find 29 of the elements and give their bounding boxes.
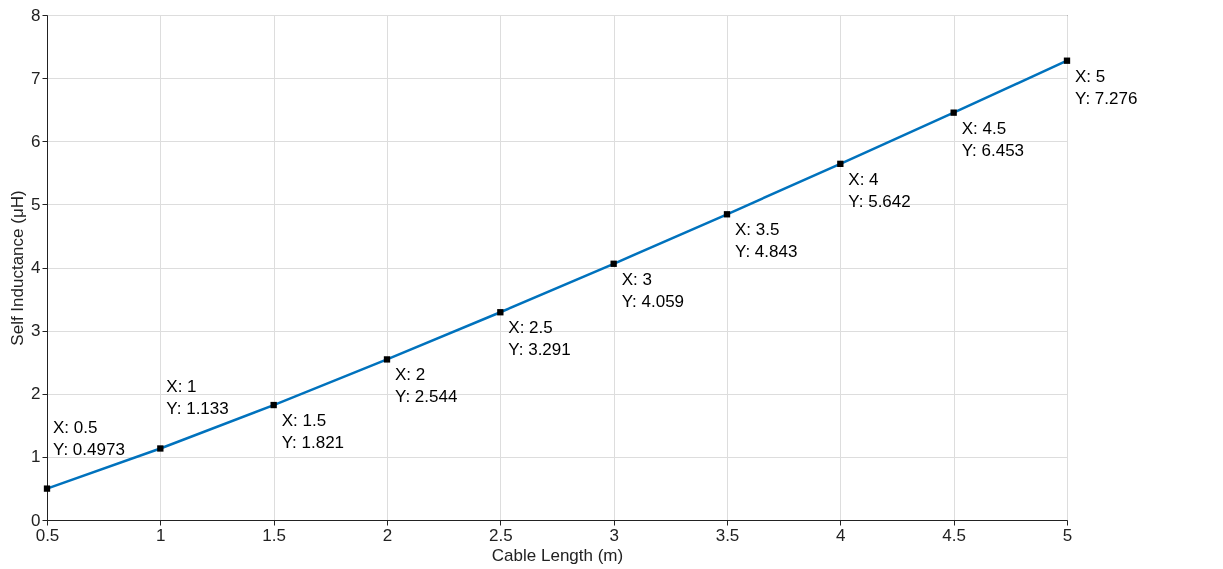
y-tick-label: 6: [31, 131, 41, 151]
annotation: X: 4.5 Y: 6.453: [961, 118, 1025, 160]
x-tick-label: 1: [156, 525, 166, 545]
y-tick-label: 3: [31, 321, 41, 341]
x-tick-label: 4: [836, 525, 846, 545]
x-tick-label: 2.5: [489, 525, 513, 545]
y-axis-title: Self Inductance (μH): [8, 190, 28, 346]
annotation: X: 2.5 Y: 3.291: [508, 318, 571, 360]
y-tick-label: 1: [31, 447, 41, 467]
annotation: X: 5 Y: 7.276: [1075, 66, 1138, 108]
x-axis-title: Cable Length (m): [491, 545, 624, 565]
annotation: X: 0.5 Y: 0.4973: [53, 417, 125, 459]
y-tick-label: 7: [31, 68, 41, 88]
y-tick-label: 2: [31, 384, 41, 404]
x-tick-label: 3: [609, 525, 619, 545]
x-tick-label: 5: [1062, 525, 1073, 545]
annotation: X: 3.5 Y: 4.843: [735, 220, 798, 262]
annotation: X: 3 Y: 4.059: [621, 269, 685, 311]
annotation: X: 1.5 Y: 1.821: [281, 411, 345, 453]
annotation: X: 2 Y: 2.544: [395, 365, 458, 407]
y-tick-label: 8: [31, 5, 41, 25]
x-tick-label: 3.5: [715, 525, 740, 545]
annotation: X: 1 Y: 1.133: [166, 377, 229, 419]
y-tick-label: 5: [31, 194, 41, 214]
annotation: X: 4 Y: 5.642: [848, 169, 911, 211]
x-tick-label: 1.5: [262, 525, 286, 545]
x-tick-label: 4.5: [942, 525, 966, 545]
y-tick-label: 4: [31, 258, 41, 277]
x-tick-label: 2: [382, 525, 393, 545]
